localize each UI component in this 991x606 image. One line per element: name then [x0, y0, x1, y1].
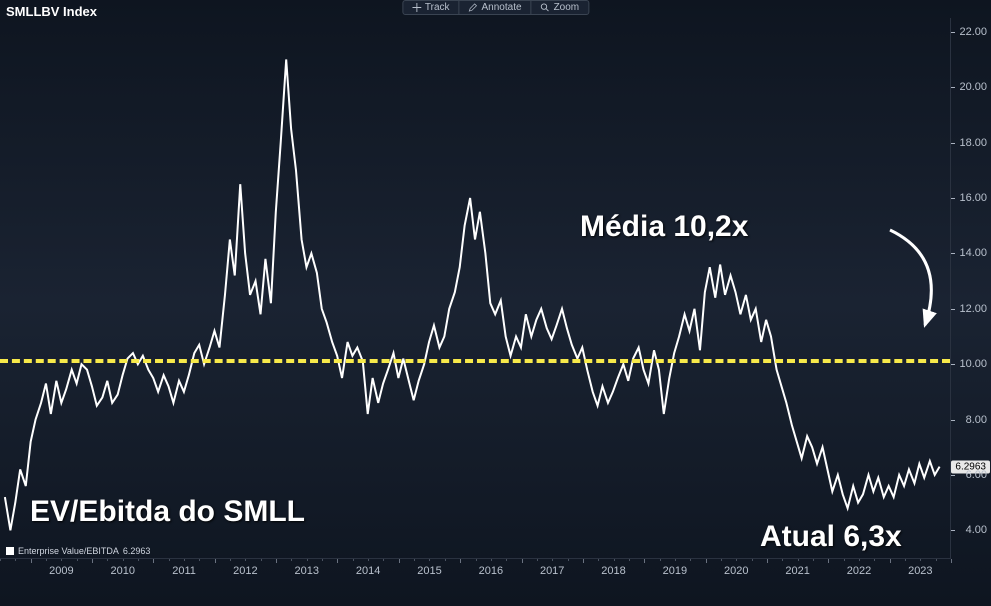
index-title: SMLLBV Index: [6, 4, 97, 19]
track-button[interactable]: Track: [403, 1, 460, 14]
x-tick-label: 2022: [847, 565, 871, 577]
x-tick-label: 2015: [417, 565, 441, 577]
x-tick-label: 2020: [724, 565, 748, 577]
annotate-button[interactable]: Annotate: [460, 1, 532, 14]
mean-reference-line: [0, 359, 950, 363]
current-annotation-label: Atual 6,3x: [760, 520, 902, 554]
legend-series-value: 6.2963: [123, 546, 151, 556]
crosshair-icon: [412, 3, 421, 12]
x-tick-label: 2016: [479, 565, 503, 577]
x-tick-label: 2009: [49, 565, 73, 577]
x-tick-label: 2018: [601, 565, 625, 577]
y-tick-label: 6.00: [966, 469, 987, 481]
chart-svg: [0, 18, 950, 558]
chart-terminal: SMLLBV Index Track Annotate Zoom 6.2963 …: [0, 0, 991, 606]
chart-legend: Enterprise Value/EBITDA 6.2963: [6, 546, 150, 556]
legend-swatch: [6, 547, 14, 555]
track-label: Track: [425, 2, 450, 13]
pencil-icon: [469, 3, 478, 12]
x-tick-label: 2023: [908, 565, 932, 577]
x-tick-label: 2014: [356, 565, 380, 577]
legend-series-name: Enterprise Value/EBITDA: [18, 546, 119, 556]
mean-annotation-label: Média 10,2x: [580, 210, 748, 244]
y-tick-label: 16.00: [959, 192, 987, 204]
y-tick-label: 18.00: [959, 137, 987, 149]
x-tick-label: 2012: [233, 565, 257, 577]
y-tick-label: 10.00: [959, 358, 987, 370]
zoom-button[interactable]: Zoom: [532, 1, 589, 14]
y-tick-label: 4.00: [966, 524, 987, 536]
main-annotation-label: EV/Ebitda do SMLL: [30, 495, 305, 529]
x-tick-label: 2013: [295, 565, 319, 577]
y-tick-label: 22.00: [959, 26, 987, 38]
x-tick-label: 2021: [785, 565, 809, 577]
chart-toolbar: Track Annotate Zoom: [402, 0, 589, 15]
x-tick-label: 2017: [540, 565, 564, 577]
x-tick-label: 2011: [172, 565, 196, 577]
y-tick-label: 14.00: [959, 247, 987, 259]
x-axis: 2009 2010 2011 2012 2013 2014 2015 2016 2017 2018…: [0, 558, 951, 606]
zoom-icon: [541, 3, 550, 12]
zoom-label: Zoom: [554, 2, 580, 13]
annotate-label: Annotate: [482, 2, 522, 13]
chart-plot-area[interactable]: 6.2963: [0, 18, 951, 558]
x-tick-label: 2010: [110, 565, 134, 577]
y-tick-label: 8.00: [966, 414, 987, 426]
y-axis: 4.00 6.00 8.00 10.00 12.00 14.00 16.00 18.00 20.…: [951, 18, 991, 558]
y-tick-label: 12.00: [959, 303, 987, 315]
y-tick-label: 20.00: [959, 81, 987, 93]
x-tick-label: 2019: [663, 565, 687, 577]
